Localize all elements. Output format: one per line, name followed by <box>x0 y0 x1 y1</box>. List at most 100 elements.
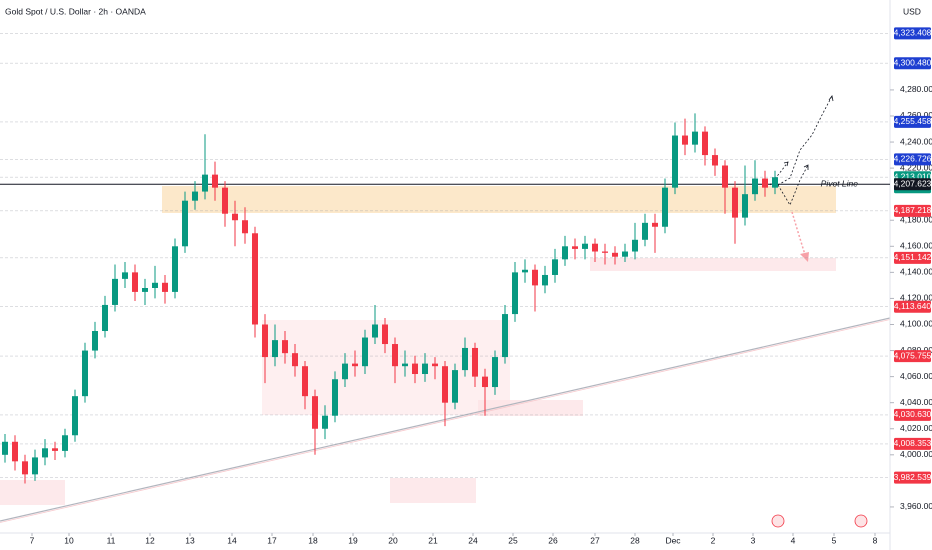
event-icon[interactable] <box>854 514 868 528</box>
candle-body <box>142 288 148 292</box>
drawings <box>0 0 891 550</box>
candle-body <box>642 222 648 240</box>
pivot-label: Pivot Line <box>821 178 859 188</box>
candle-body <box>312 396 318 429</box>
candle-body <box>552 259 558 275</box>
x-tick-label: 24 <box>468 535 478 545</box>
candle-body <box>2 441 8 455</box>
x-tick-label: 26 <box>548 535 558 545</box>
candle-body <box>562 246 568 260</box>
zone <box>0 480 65 505</box>
x-tick-label: 17 <box>267 535 277 545</box>
candle-body <box>532 269 538 286</box>
candle-body <box>152 282 158 289</box>
y-tick-label: 4,100.000 <box>900 319 932 329</box>
x-tick-label: 5 <box>832 535 837 545</box>
candle-body <box>262 324 268 358</box>
candle-body <box>72 396 78 436</box>
price-tag-label: 4,323.408 <box>894 28 932 38</box>
candle-body <box>752 178 758 195</box>
candle-body <box>102 304 108 332</box>
price-tag <box>894 115 931 128</box>
candle-body <box>772 177 778 188</box>
arrow-path <box>777 164 809 206</box>
arrow-head <box>828 95 834 102</box>
price-tag-label: 4,207.623 <box>894 178 932 188</box>
y-tick-label: 4,080.000 <box>900 345 932 355</box>
candle-body <box>42 448 48 458</box>
x-tick-label: Dec <box>665 535 681 545</box>
y-tick-label: 4,120.000 <box>900 293 932 303</box>
candle-body <box>242 220 248 234</box>
candle-body <box>12 441 18 462</box>
price-tag <box>894 350 931 363</box>
candle-body <box>462 347 468 371</box>
x-tick-label: 13 <box>185 535 195 545</box>
price-tag <box>894 300 931 313</box>
candle-body <box>662 187 668 227</box>
candle-body <box>182 200 188 247</box>
candle-body <box>212 174 218 188</box>
candle-body <box>202 174 208 192</box>
candle-body <box>62 435 68 451</box>
candle-body <box>582 243 588 249</box>
chart-title: Gold Spot / U.S. Dollar · 2h · OANDA <box>5 6 146 16</box>
price-tag <box>894 178 931 191</box>
bear-arrow-head <box>800 252 809 262</box>
x-tick-label: 25 <box>508 535 518 545</box>
candle-body <box>472 347 478 377</box>
x-tick-label: 4 <box>791 535 796 545</box>
y-tick-label: 4,220.000 <box>900 162 932 172</box>
arrow-path <box>777 95 833 186</box>
price-tag <box>894 27 931 40</box>
candle-body <box>402 363 408 367</box>
x-tick-label: 21 <box>428 535 438 545</box>
candle-body <box>542 274 548 286</box>
x-tick-label: 3 <box>751 535 756 545</box>
x-tick-label: 19 <box>348 535 358 545</box>
candle-body <box>492 357 498 388</box>
candle-body <box>32 457 38 475</box>
bear-arrow <box>791 211 807 259</box>
candle-body <box>122 272 128 279</box>
x-tick-label: 8 <box>873 535 878 545</box>
candle-body <box>192 191 198 201</box>
price-tag <box>894 204 931 217</box>
x-tick-label: 10 <box>64 535 74 545</box>
candle-body <box>712 155 718 166</box>
price-tag-label: 4,113.640 <box>894 301 931 311</box>
candle-body <box>382 324 388 345</box>
candle-body <box>512 272 518 315</box>
candle-body <box>342 363 348 380</box>
event-icon[interactable] <box>771 514 785 528</box>
candle-body <box>362 337 368 367</box>
y-tick-label: 4,280.000 <box>900 84 932 94</box>
candle-body <box>722 165 728 188</box>
x-tick-label: 20 <box>388 535 398 545</box>
candle-body <box>252 233 258 325</box>
pivot-zone <box>162 186 836 213</box>
candle-body <box>602 251 608 253</box>
x-tick-label: 28 <box>630 535 640 545</box>
projection-arrows <box>769 95 834 206</box>
y-tick-label: 4,040.000 <box>900 397 932 407</box>
candle-body <box>612 252 618 257</box>
arrow-head <box>803 164 809 170</box>
price-tag-label: 3,982.539 <box>894 472 932 482</box>
x-tick-label: 18 <box>308 535 318 545</box>
candle-body <box>272 340 278 358</box>
zone <box>390 478 476 503</box>
zone <box>590 258 836 271</box>
candle-body <box>302 366 308 397</box>
candle-body <box>232 213 238 221</box>
candle-body <box>442 366 448 403</box>
candle-body <box>632 239 638 252</box>
x-tick-label: 14 <box>227 535 237 545</box>
arrow-head <box>783 161 789 167</box>
candle-body <box>92 331 98 351</box>
x-tick-label: 7 <box>30 535 35 545</box>
candle-body <box>82 350 88 397</box>
candle-body <box>292 353 298 367</box>
